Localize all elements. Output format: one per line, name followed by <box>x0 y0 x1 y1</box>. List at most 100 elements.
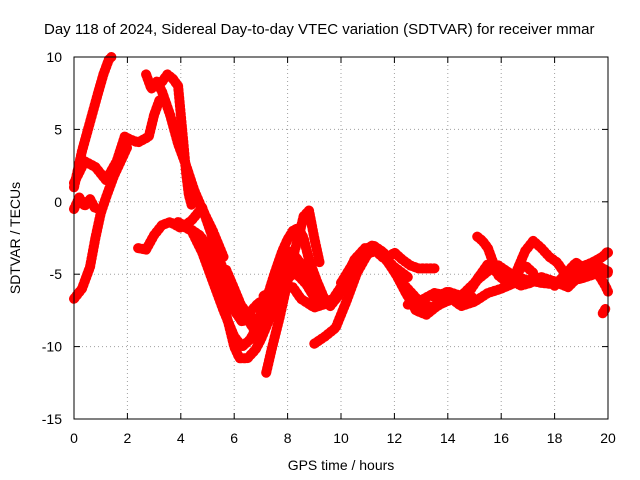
data-point-marker <box>118 154 127 163</box>
data-point-marker <box>385 252 394 261</box>
data-point-marker <box>158 220 167 229</box>
data-point-marker <box>208 234 217 242</box>
data-point-marker <box>315 258 324 267</box>
series-track-y <box>597 304 611 319</box>
data-point-marker <box>259 291 268 300</box>
data-point-marker <box>302 280 311 289</box>
data-point-marker <box>283 235 292 244</box>
data-point-marker <box>377 249 386 258</box>
data-point-marker <box>256 335 265 344</box>
data-point-marker <box>254 316 263 325</box>
data-point-marker <box>566 274 575 283</box>
data-point-marker <box>550 281 559 290</box>
data-point-marker <box>123 142 132 151</box>
data-point-marker <box>80 157 89 166</box>
data-point-marker <box>390 267 399 276</box>
data-point-marker <box>489 258 498 267</box>
data-point-marker <box>78 284 87 293</box>
data-series <box>69 52 613 378</box>
data-point-marker <box>203 241 212 250</box>
data-point-marker <box>278 247 287 256</box>
x-tick-label: 18 <box>547 430 563 446</box>
data-point-marker <box>147 84 156 93</box>
data-point-marker <box>310 234 319 242</box>
data-point-marker <box>403 273 412 282</box>
data-point-marker <box>478 236 487 245</box>
x-tick-label: 6 <box>230 430 238 446</box>
data-point-marker <box>347 261 356 270</box>
data-point-marker <box>411 306 420 315</box>
data-point-marker <box>328 294 337 303</box>
data-point-marker <box>134 138 143 147</box>
data-point-marker <box>483 289 492 298</box>
data-point-marker <box>179 139 188 148</box>
data-point-marker <box>243 354 252 363</box>
data-point-marker <box>312 277 321 286</box>
data-point-marker <box>462 291 471 300</box>
data-point-marker <box>318 299 327 308</box>
data-point-marker <box>598 252 607 261</box>
data-point-marker <box>331 323 340 332</box>
data-point-marker <box>294 234 303 242</box>
series-track-f <box>157 69 197 210</box>
data-point-marker <box>176 110 185 119</box>
data-point-marker <box>168 74 177 83</box>
data-point-marker <box>99 70 108 79</box>
data-point-marker <box>230 284 239 293</box>
data-point-marker <box>248 323 257 332</box>
data-point-marker <box>222 265 231 274</box>
data-point-marker <box>126 135 135 144</box>
y-tick-label: -15 <box>42 411 62 427</box>
data-point-marker <box>166 110 175 119</box>
data-point-marker <box>174 81 183 90</box>
series-track-d <box>69 141 133 304</box>
data-point-marker <box>529 236 538 245</box>
data-point-marker <box>291 268 300 277</box>
data-point-marker <box>296 294 305 303</box>
data-point-marker <box>320 332 329 341</box>
data-point-marker <box>240 310 249 319</box>
data-point-marker <box>577 262 586 271</box>
data-point-marker <box>483 244 492 253</box>
data-point-marker <box>142 245 151 254</box>
data-point-marker <box>91 234 100 242</box>
data-point-marker <box>513 265 522 274</box>
y-tick-label: 0 <box>54 194 62 210</box>
data-point-marker <box>270 286 279 295</box>
data-point-marker <box>422 264 431 273</box>
x-axis-label: GPS time / hours <box>288 457 395 473</box>
y-tick-label: -5 <box>50 266 63 282</box>
data-point-marker <box>353 268 362 277</box>
data-point-marker <box>187 216 196 225</box>
x-tick-label: 0 <box>70 430 78 446</box>
data-point-marker <box>150 231 159 240</box>
data-point-marker <box>75 193 84 202</box>
data-point-marker <box>187 200 196 209</box>
series-crosshatch <box>589 266 613 297</box>
data-point-marker <box>358 247 367 256</box>
data-point-marker <box>94 89 103 98</box>
data-point-marker <box>563 283 572 292</box>
y-tick-label: 10 <box>46 49 62 65</box>
plot-frame <box>73 56 609 420</box>
data-point-marker <box>270 270 279 279</box>
x-tick-label: 20 <box>600 430 616 446</box>
data-point-marker <box>142 70 151 79</box>
series-track-l <box>261 205 325 378</box>
data-point-marker <box>264 316 273 325</box>
data-point-marker <box>369 241 378 250</box>
x-tick-label: 12 <box>387 430 403 446</box>
series-track-p <box>376 247 440 274</box>
data-point-marker <box>163 70 172 79</box>
x-tick-label: 8 <box>284 430 292 446</box>
data-point-marker <box>443 287 452 296</box>
data-point-marker <box>537 273 546 282</box>
data-point-marker <box>86 262 95 271</box>
y-tick-label: 5 <box>54 121 62 137</box>
x-tick-label: 4 <box>177 430 185 446</box>
data-point-marker <box>398 255 407 264</box>
data-point-marker <box>390 248 399 257</box>
data-point-marker <box>521 247 530 256</box>
x-tick-label: 14 <box>440 430 456 446</box>
data-point-marker <box>403 300 412 309</box>
